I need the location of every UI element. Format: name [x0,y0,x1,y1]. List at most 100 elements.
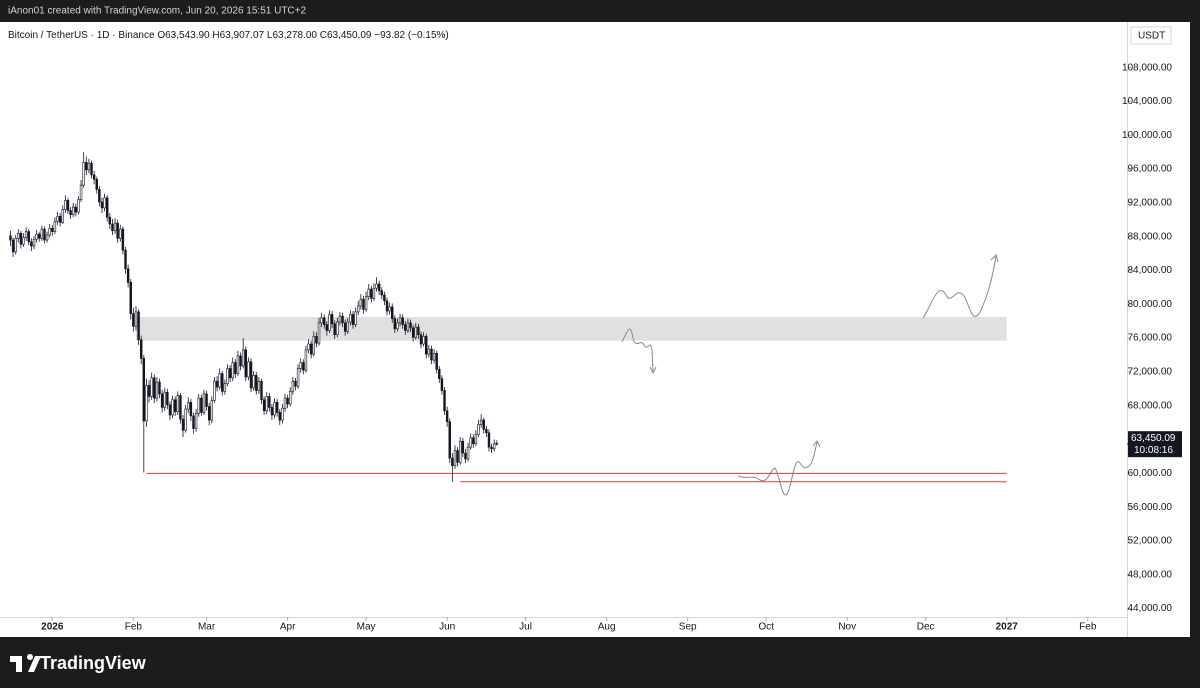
candle-body [409,322,412,329]
candle-body [464,452,467,460]
candle-body [401,317,404,325]
candle-body [163,391,166,408]
candle-body [184,408,187,431]
candle-body [396,322,399,330]
x-tick-label: May [357,622,376,633]
candle-body [380,290,383,296]
currency-box [1130,26,1172,45]
candle-body [226,368,229,385]
candle-body [257,380,261,391]
candle-body [223,383,227,392]
x-tick-label: Feb [125,622,143,633]
candle-body [116,222,119,239]
candle-body [111,223,114,232]
candle-body [477,424,480,435]
candle-body [265,396,268,412]
legend: Bitcoin / TetherUS · 1D · Binance O63,54… [8,30,449,41]
candle-body [417,326,420,336]
candle-body [255,374,258,391]
y-tick-label: 44,000.00 [1128,603,1173,614]
candle-body [275,402,279,413]
candle-body [383,294,386,302]
y-tick-label: 68,000.00 [1128,400,1173,411]
candle-body [270,407,274,416]
candle-body [466,446,470,460]
candle-body [79,184,83,200]
candle-body [385,300,389,312]
candle-body [315,336,318,344]
candle-body [11,239,15,253]
candle-body [194,413,198,429]
candle-body [479,419,483,425]
x-tick-label: Dec [917,622,935,633]
candle-body [359,298,363,307]
y-tick-label: 100,000.00 [1122,130,1172,141]
x-tick-label: Mar [198,622,216,633]
candle-body [388,306,391,312]
candle-body [299,362,302,369]
candle-body [213,380,216,401]
arrow-head [649,366,657,375]
candle-body [113,222,117,232]
candle-body [249,361,253,389]
candle-body [349,314,352,323]
candle-body [22,237,25,245]
x-tick-label: 2026 [41,622,64,633]
x-tick-label: Oct [758,622,774,633]
candle-body [469,437,472,448]
candle-body [435,353,438,370]
legend-open: O63,543.90 [157,30,210,41]
candle-body [85,161,88,171]
candle-body [495,443,499,445]
candle-body [9,235,12,241]
footer-background [0,637,1200,688]
candle-body [14,238,17,253]
legend-high: H63,907.07 [212,30,264,41]
candle-body [273,402,276,416]
legend-change: −93.82 (−0.15%) [374,30,449,41]
y-tick-label: 52,000.00 [1128,536,1173,547]
candle-body [338,315,342,323]
candle-body [432,353,436,361]
x-tick-label: Nov [838,622,856,633]
candle-body [411,327,415,338]
y-tick-label: 72,000.00 [1128,367,1173,378]
legend-low: L63,278.00 [267,30,317,41]
candle-body [168,404,172,416]
candle-body [482,419,485,430]
candle-body [95,178,98,190]
candle-body [147,385,151,397]
candle-body [207,406,211,421]
currency: USDT [1138,31,1165,42]
candle-body [283,397,287,409]
x-tick-label: Jun [439,622,455,633]
y-tick-label: 96,000.00 [1128,164,1173,175]
candle-body [210,400,214,421]
candle-body [341,315,344,324]
candle-body [103,197,106,209]
candle-body [364,296,368,310]
candle-body [406,322,410,331]
candle-body [456,450,459,463]
y-tick-label: 104,000.00 [1122,96,1172,107]
candle-body [430,348,433,361]
y-tick-label: 56,000.00 [1128,502,1173,513]
y-tick-label: 92,000.00 [1128,198,1173,209]
candle-body [485,429,488,434]
candle-body [48,227,51,236]
candle-body [66,200,70,211]
candle-body [69,210,72,215]
x-tick-label: Apr [280,622,296,633]
candle-body [35,233,38,240]
candle-body [171,399,174,416]
y-tick-label: 108,000.00 [1122,62,1172,73]
candle-body [286,397,289,405]
candle-body [307,343,310,351]
candle-body [53,221,57,232]
candle-body [377,283,381,292]
logo-icon [10,653,41,672]
candle-body [58,216,62,223]
zone [135,316,1007,341]
legend-symbol: Bitcoin / TetherUS · 1D · Binance [8,30,155,41]
